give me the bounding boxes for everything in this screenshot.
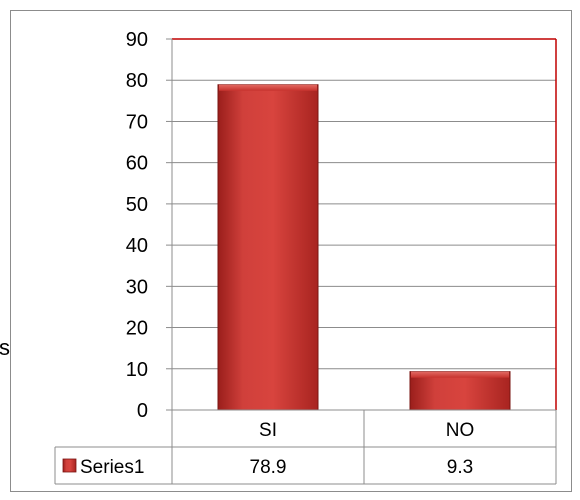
bar-si (217, 84, 319, 411)
category-label: SI (259, 420, 277, 441)
data-value: 78.9 (250, 457, 287, 478)
legend-key (62, 458, 77, 473)
y-tick-label: 10 (126, 359, 148, 381)
data-value: 9.3 (447, 457, 473, 478)
y-tick-label: 50 (126, 194, 148, 216)
y-tick-label: 0 (137, 400, 148, 422)
bar-no (409, 371, 511, 411)
y-tick-label: 60 (126, 153, 148, 175)
cut-off-text: s (0, 335, 10, 360)
gridlines (172, 38, 557, 410)
bar-cap (411, 371, 509, 378)
series-name: Series1 (80, 457, 144, 478)
y-tick-label: 30 (126, 276, 148, 298)
y-axis: 0 10 20 30 40 50 60 70 80 90 (126, 29, 173, 422)
y-tick-label: 20 (126, 318, 148, 340)
y-tick-label: 70 (126, 111, 148, 133)
y-tick-label: 90 (126, 29, 148, 51)
data-table: SI NO Series1 78.9 9.3 (54, 409, 557, 485)
bar-cap (219, 84, 317, 91)
category-label: NO (446, 420, 475, 441)
y-tick-label: 80 (126, 70, 148, 92)
bars (217, 84, 511, 411)
y-tick-label: 40 (126, 235, 148, 257)
